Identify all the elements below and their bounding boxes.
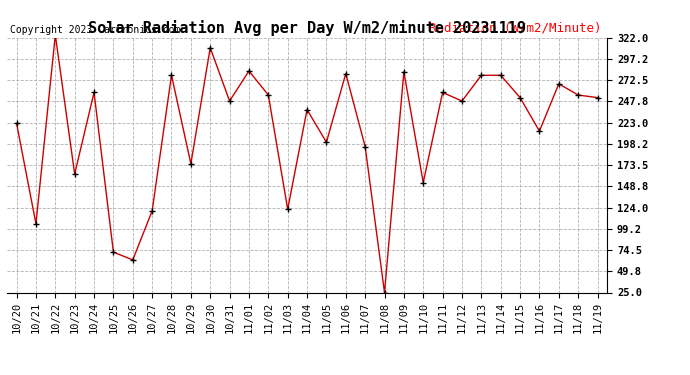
Title: Solar Radiation Avg per Day W/m2/minute 20231119: Solar Radiation Avg per Day W/m2/minute … xyxy=(88,20,526,36)
Text: Radiation (W/m2/Minute): Radiation (W/m2/Minute) xyxy=(428,22,601,35)
Text: Copyright 2023 Cartronics.com: Copyright 2023 Cartronics.com xyxy=(10,25,180,35)
